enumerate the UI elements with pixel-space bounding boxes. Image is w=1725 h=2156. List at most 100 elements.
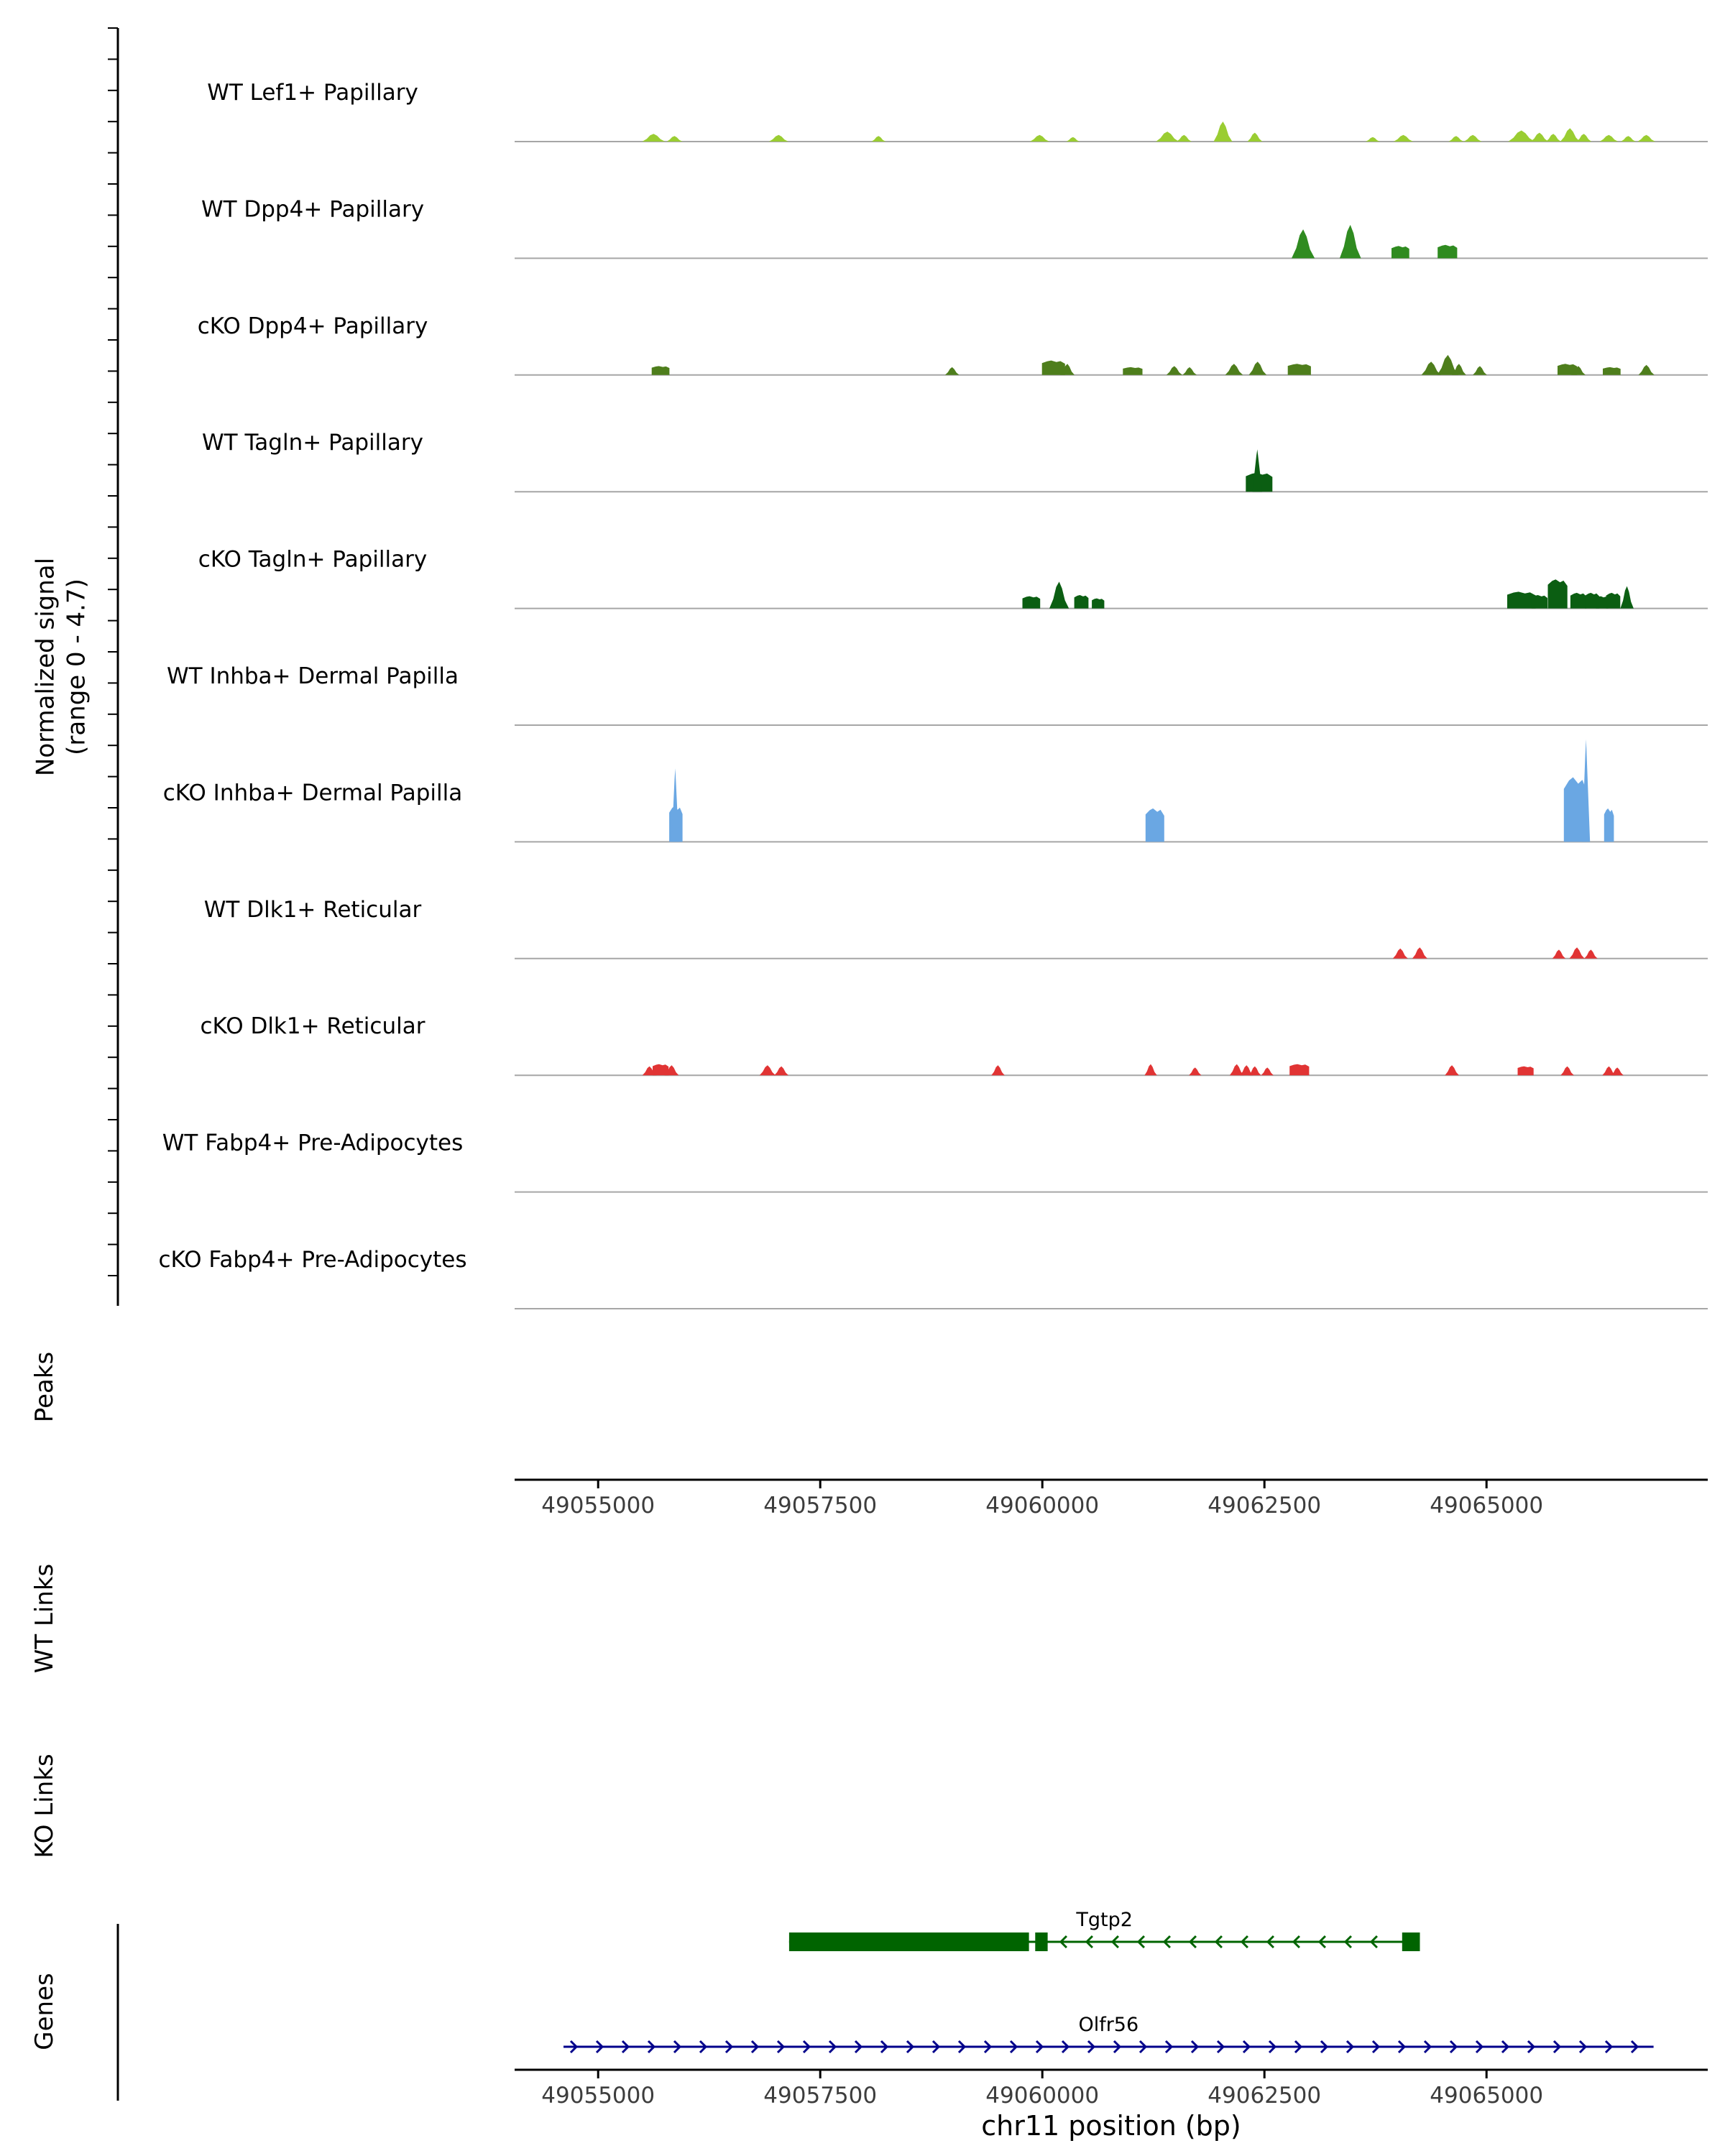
signal-peak — [671, 768, 679, 842]
signal-peak — [1517, 1066, 1534, 1076]
gene-strand-arrow — [932, 2040, 941, 2054]
signal-peak — [1560, 1066, 1574, 1076]
gene-strand-arrow — [569, 2040, 579, 2054]
gene-strand-arrow — [1552, 2040, 1562, 2054]
y-axis-label-line1: Normalized signal — [31, 557, 60, 777]
signal-peak — [664, 1065, 679, 1076]
gene-strand-arrow — [1242, 2040, 1251, 2054]
signal-peak — [1584, 949, 1598, 959]
gene-strand-arrow — [647, 2040, 656, 2054]
gene-strand-arrow — [802, 2040, 811, 2054]
track-label: WT Fabp4+ Pre-Adipocytes — [162, 1130, 464, 1156]
signal-peak — [1531, 595, 1547, 609]
signal-peak — [1176, 134, 1192, 142]
signal-peak — [1252, 449, 1263, 492]
gene-strand-arrow — [1317, 1935, 1327, 1949]
signal-peak — [1445, 1065, 1459, 1076]
x-axis-title: chr11 position (bp) — [981, 2110, 1241, 2142]
gene-exon-tgtp2 — [788, 1932, 1029, 1951]
signal-peak — [1463, 134, 1482, 142]
signal-peak — [1229, 1064, 1244, 1076]
signal-peak — [1530, 132, 1549, 142]
gene-strand-arrow — [1059, 1935, 1068, 1949]
signal-peak — [1339, 224, 1361, 259]
track-label: cKO Inhba+ Dermal Papilla — [163, 780, 463, 806]
section-label-ko-links: KO Links — [29, 1754, 59, 1858]
signal-peak — [1393, 134, 1414, 142]
signal-peak — [1558, 364, 1578, 375]
signal-peak — [759, 1065, 776, 1076]
x-tick-label: 49065000 — [1430, 2083, 1543, 2109]
x-tick-label: 49055000 — [541, 1493, 655, 1519]
section-label-wt-links: WT Links — [29, 1563, 59, 1674]
gene-strand-arrow — [1035, 2040, 1044, 2054]
gene-strand-arrow — [1009, 2040, 1018, 2054]
signal-peak — [944, 367, 960, 375]
x-tick-label: 49060000 — [985, 1493, 1099, 1519]
signal-peak — [1029, 134, 1050, 142]
signal-peak — [1563, 777, 1587, 842]
gene-strand-arrow — [1449, 2040, 1458, 2054]
gene-strand-arrow — [957, 2040, 967, 2054]
signal-peak — [1392, 948, 1408, 959]
gene-label-tgtp2: Tgtp2 — [1075, 1909, 1133, 1931]
gene-strand-arrow — [1240, 1935, 1249, 1949]
signal-peak — [1248, 361, 1267, 375]
signal-peak — [1596, 596, 1609, 609]
gene-strand-arrow — [1188, 1935, 1197, 1949]
x-tick-label: 49057500 — [763, 1493, 877, 1519]
gene-strand-arrow — [1087, 2040, 1096, 2054]
gene-exon-tgtp2 — [1035, 1932, 1048, 1951]
x-tick-label: 49057500 — [763, 2083, 877, 2109]
signal-peak — [1606, 592, 1621, 609]
signal-peak — [1603, 367, 1621, 375]
gene-strand-arrow — [1136, 1935, 1146, 1949]
signal-peak — [1041, 360, 1065, 375]
gene-strand-arrow — [621, 2040, 630, 2054]
gene-strand-arrow — [880, 2040, 889, 2054]
signal-peak — [1261, 1067, 1274, 1076]
signal-peak — [1066, 137, 1080, 142]
signal-peak — [666, 136, 683, 142]
gene-strand-arrow — [750, 2040, 760, 2054]
track-label: cKO Tagln+ Papillary — [198, 547, 427, 573]
signal-peak — [1508, 130, 1535, 142]
gene-strand-arrow — [1085, 1935, 1094, 1949]
signal-peak — [1621, 136, 1636, 142]
gene-strand-arrow — [1268, 2040, 1277, 2054]
signal-peak — [1582, 739, 1591, 842]
signal-peak — [1602, 1066, 1616, 1076]
gene-strand-arrow — [854, 2040, 863, 2054]
gene-strand-arrow — [1214, 1935, 1223, 1949]
signal-peak — [1022, 596, 1041, 609]
signal-peak — [1392, 246, 1409, 259]
track-label: WT Dpp4+ Papillary — [201, 196, 424, 222]
signal-peak — [1437, 354, 1459, 375]
signal-peak — [1247, 132, 1263, 142]
gene-strand-arrow — [1371, 2040, 1381, 2054]
signal-peak — [1552, 949, 1566, 959]
gene-strand-arrow — [1346, 2040, 1355, 2054]
gene-strand-arrow — [1423, 2040, 1432, 2054]
section-label-peaks: Peaks — [29, 1351, 59, 1423]
gene-strand-arrow — [1369, 1935, 1379, 1949]
gene-strand-arrow — [906, 2040, 915, 2054]
signal-peak — [1182, 367, 1197, 375]
signal-peak — [1156, 132, 1179, 142]
gene-exon-tgtp2 — [1402, 1932, 1420, 1951]
gene-strand-arrow — [1320, 2040, 1329, 2054]
signal-peak — [991, 1065, 1005, 1076]
gene-strand-arrow — [1266, 1935, 1275, 1949]
signal-peak — [1620, 586, 1634, 609]
x-tick-label: 49065000 — [1430, 1493, 1543, 1519]
gene-strand-arrow — [673, 2040, 682, 2054]
signal-peak — [1637, 134, 1655, 142]
gene-strand-arrow — [1630, 2040, 1639, 2054]
track-label: WT Dlk1+ Reticular — [204, 897, 422, 923]
signal-peak — [651, 366, 670, 375]
signal-peak — [1049, 581, 1070, 609]
signal-peak — [1123, 367, 1143, 375]
track-label: WT Tagln+ Papillary — [202, 430, 423, 456]
